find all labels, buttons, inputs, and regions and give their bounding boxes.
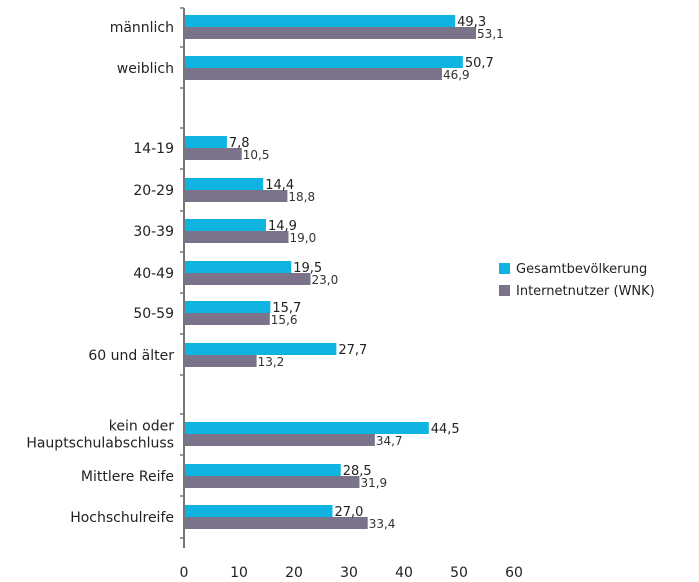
category-label: 50-59 [133,306,174,322]
data-label-internetnutzer: 53,1 [477,27,504,41]
category-label: 30-39 [133,224,174,240]
data-label-gesamtbevoelkerung: 27,7 [338,343,367,358]
data-label-internetnutzer: 19,0 [290,231,317,245]
legend-swatch-gesamtbevoelkerung [499,263,510,274]
data-label-gesamtbevoelkerung: 15,7 [272,301,301,316]
bar-internetnutzer [185,231,289,243]
bar-gesamtbevoelkerung [185,56,463,68]
category-label: Hauptschulabschluss [26,436,174,452]
data-label-gesamtbevoelkerung: 19,5 [293,261,322,276]
bar-gesamtbevoelkerung [185,261,292,273]
bar-internetnutzer [185,476,360,488]
data-label-gesamtbevoelkerung: 27,0 [335,505,364,520]
data-label-gesamtbevoelkerung: 49,3 [457,15,486,30]
bar-gesamtbevoelkerung [185,219,266,231]
data-label-gesamtbevoelkerung: 50,7 [465,56,494,71]
legend-label-internetnutzer: Internetnutzer (WNK) [516,284,655,299]
data-label-gesamtbevoelkerung: 7,8 [229,136,250,151]
bar-gesamtbevoelkerung [185,178,264,190]
bar-internetnutzer [185,273,311,285]
plot-area: 0 10 20 30 40 50 60 männlich 49,353,1 weiblich 50,… [26,7,523,581]
bar-internetnutzer [185,434,375,446]
data-label-internetnutzer: 46,9 [443,68,470,82]
data-label-gesamtbevoelkerung: 28,5 [343,464,372,479]
data-label-internetnutzer: 33,4 [369,517,396,531]
bar-gesamtbevoelkerung [185,15,456,27]
bar-internetnutzer [185,517,368,529]
category-label: kein oder [109,419,175,435]
legend: Gesamtbevölkerung Internetnutzer (WNK) [499,262,655,299]
bar-gesamtbevoelkerung [185,136,227,148]
bar-gesamtbevoelkerung [185,464,341,476]
bar-internetnutzer [185,27,477,39]
data-label-internetnutzer: 13,2 [258,355,285,369]
legend-swatch-internetnutzer [499,285,510,296]
bar-gesamtbevoelkerung [185,422,429,434]
bar-gesamtbevoelkerung [185,505,333,517]
category-label: Hochschulreife [70,510,174,526]
category-label: männlich [110,20,174,36]
x-tick-label: 60 [505,565,523,581]
data-label-internetnutzer: 31,9 [360,476,387,490]
x-tick-label: 40 [395,565,413,581]
category-label: 14-19 [133,141,174,157]
data-label-internetnutzer: 34,7 [376,434,403,448]
x-tick-label: 50 [450,565,468,581]
x-tick-label: 10 [230,565,248,581]
x-tick-label: 20 [285,565,303,581]
category-label: Mittlere Reife [81,469,174,485]
data-label-gesamtbevoelkerung: 14,9 [268,219,297,234]
data-label-internetnutzer: 23,0 [312,273,339,287]
bar-gesamtbevoelkerung [185,343,337,355]
data-label-internetnutzer: 15,6 [271,313,298,327]
x-tick-label: 30 [340,565,358,581]
bar-internetnutzer [185,313,270,325]
data-label-internetnutzer: 18,8 [288,190,315,204]
bar-internetnutzer [185,148,242,160]
legend-label-gesamtbevoelkerung: Gesamtbevölkerung [516,262,647,277]
bar-internetnutzer [185,355,257,367]
category-label: 60 und älter [88,348,174,364]
category-label: 40-49 [133,266,174,282]
bar-internetnutzer [185,190,288,202]
bar-internetnutzer [185,68,442,80]
category-label: 20-29 [133,183,174,199]
data-label-gesamtbevoelkerung: 44,5 [431,422,460,437]
category-label: weiblich [117,61,174,77]
x-tick-label: 0 [180,565,189,581]
data-label-internetnutzer: 10,5 [243,148,270,162]
data-label-gesamtbevoelkerung: 14,4 [265,178,294,193]
bar-gesamtbevoelkerung [185,301,271,313]
